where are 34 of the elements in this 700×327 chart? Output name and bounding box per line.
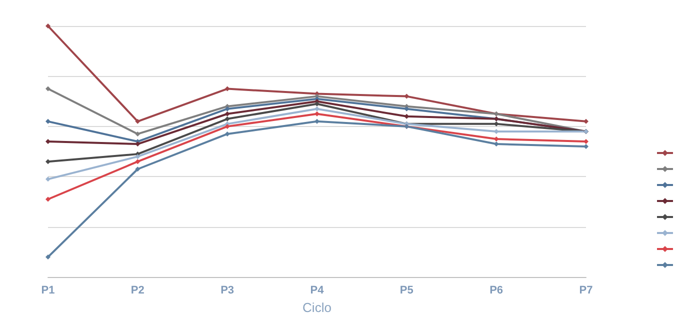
point bbox=[314, 101, 320, 106]
point bbox=[46, 139, 50, 144]
x-tick-label: P2 bbox=[130, 284, 144, 297]
x-tick-label: P1 bbox=[41, 284, 55, 297]
point bbox=[135, 166, 140, 172]
point bbox=[135, 154, 140, 160]
point bbox=[584, 144, 588, 150]
point bbox=[135, 131, 140, 136]
point bbox=[135, 159, 140, 164]
point bbox=[46, 176, 50, 182]
point bbox=[46, 86, 50, 92]
x-axis-title: Ciclo bbox=[302, 300, 332, 315]
point bbox=[584, 139, 588, 144]
point bbox=[224, 131, 230, 136]
point bbox=[224, 106, 230, 112]
point bbox=[314, 111, 320, 116]
point bbox=[46, 118, 50, 124]
point bbox=[46, 254, 50, 260]
point bbox=[584, 118, 588, 124]
x-tick-label: P7 bbox=[579, 284, 593, 297]
point bbox=[494, 136, 499, 142]
x-tick-label: P3 bbox=[220, 284, 234, 297]
point bbox=[494, 142, 499, 147]
point bbox=[135, 118, 140, 124]
point bbox=[224, 116, 230, 122]
x-tick-label: P6 bbox=[490, 284, 504, 297]
point bbox=[314, 106, 320, 112]
x-tick-label: P5 bbox=[400, 284, 414, 297]
point bbox=[404, 106, 410, 112]
point bbox=[224, 124, 230, 129]
point bbox=[224, 111, 230, 116]
point bbox=[46, 196, 50, 202]
x-tick-label: P4 bbox=[310, 284, 325, 297]
point bbox=[46, 24, 50, 28]
